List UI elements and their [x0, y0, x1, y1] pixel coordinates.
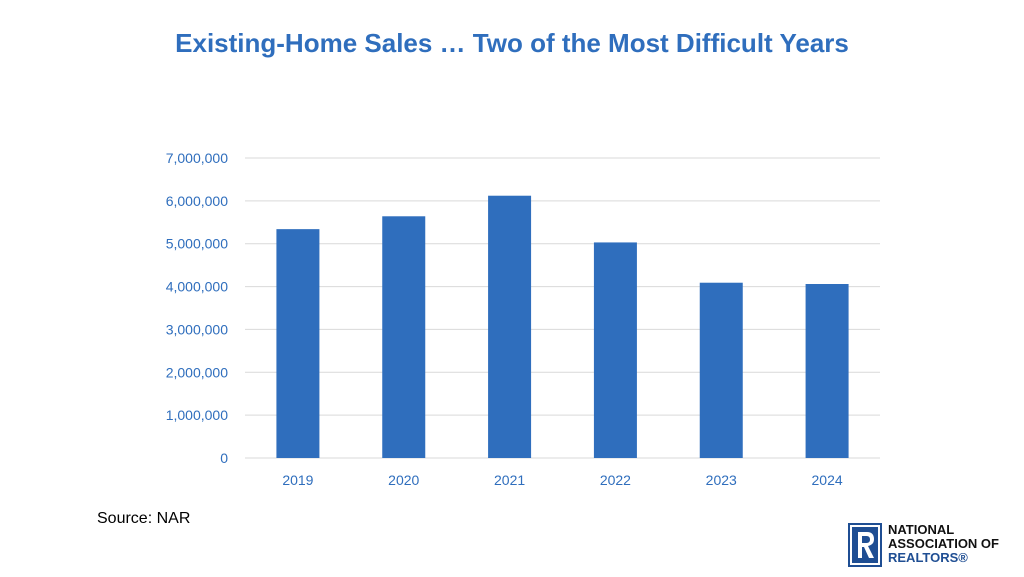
x-axis-ticks: 2019 2020 2021 2022 2023 2024: [282, 472, 843, 488]
bar-2020: [382, 216, 426, 458]
bar-2022: [593, 242, 637, 458]
y-axis-ticks: 0 1,000,000 2,000,000 3,000,000 4,000,000 5,0…: [166, 150, 229, 466]
x-tick-label: 2023: [706, 472, 737, 488]
chart-title: Existing-Home Sales … Two of the Most Di…: [175, 28, 849, 58]
y-tick-label: 2,000,000: [166, 364, 228, 380]
x-tick-label: 2019: [282, 472, 313, 488]
nar-logo: NATIONAL ASSOCIATION OF REALTORS®: [848, 521, 1018, 571]
x-tick-label: 2020: [388, 472, 419, 488]
y-tick-label: 1,000,000: [166, 407, 228, 423]
logo-line-3: REALTORS®: [888, 550, 968, 565]
bar-2019: [276, 229, 320, 458]
realtor-r-logo-icon: [848, 523, 882, 567]
logo-line-2: ASSOCIATION OF: [888, 536, 999, 551]
y-tick-label: 0: [220, 450, 228, 466]
y-tick-label: 6,000,000: [166, 193, 228, 209]
y-tick-label: 3,000,000: [166, 321, 228, 337]
logo-line-1: NATIONAL: [888, 522, 955, 537]
logo-text: NATIONAL ASSOCIATION OF REALTORS®: [888, 523, 999, 565]
gridlines: [245, 157, 880, 459]
bar-2023: [699, 282, 743, 458]
x-tick-label: 2021: [494, 472, 525, 488]
y-tick-label: 4,000,000: [166, 279, 228, 295]
x-tick-label: 2024: [812, 472, 843, 488]
y-tick-label: 5,000,000: [166, 236, 228, 252]
source-note: Source: NAR: [97, 510, 191, 527]
x-tick-label: 2022: [600, 472, 631, 488]
bars: [276, 195, 849, 458]
bar-2021: [488, 195, 532, 458]
y-tick-label: 7,000,000: [166, 150, 228, 166]
bar-2024: [805, 284, 849, 458]
